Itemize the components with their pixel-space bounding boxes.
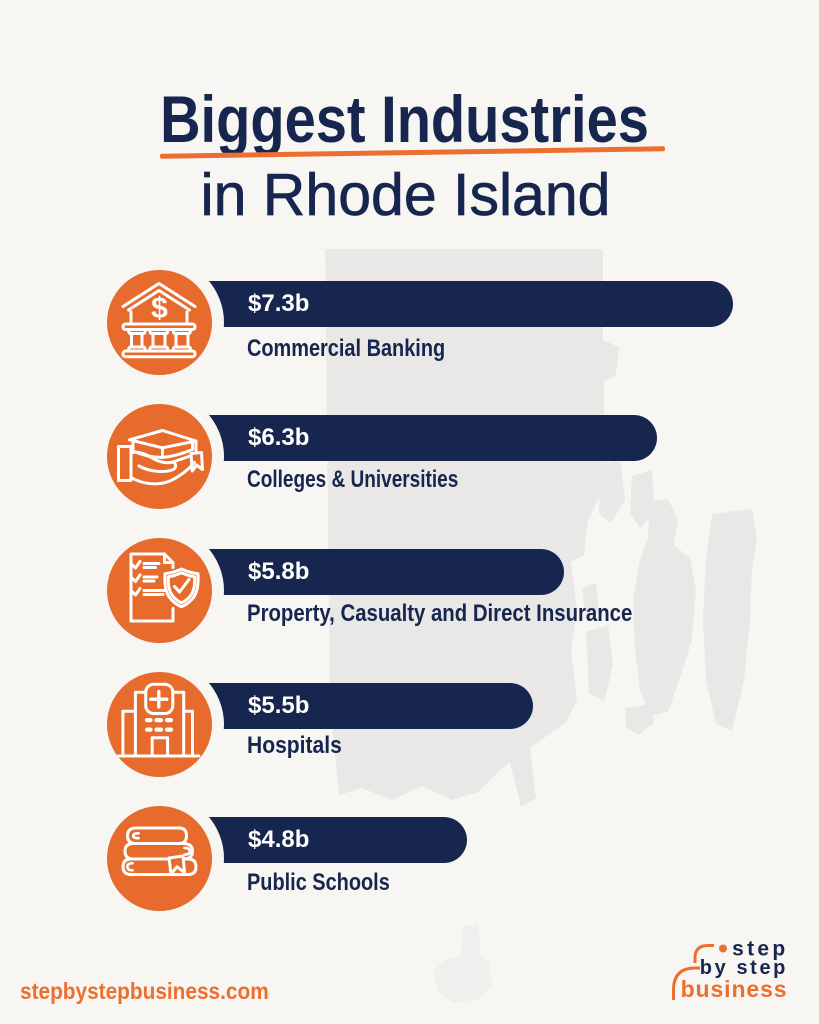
svg-text:business: business [681, 976, 788, 1002]
svg-text:step: step [732, 938, 788, 961]
svg-text:$: $ [151, 292, 168, 325]
svg-text:by step: by step [700, 957, 788, 979]
